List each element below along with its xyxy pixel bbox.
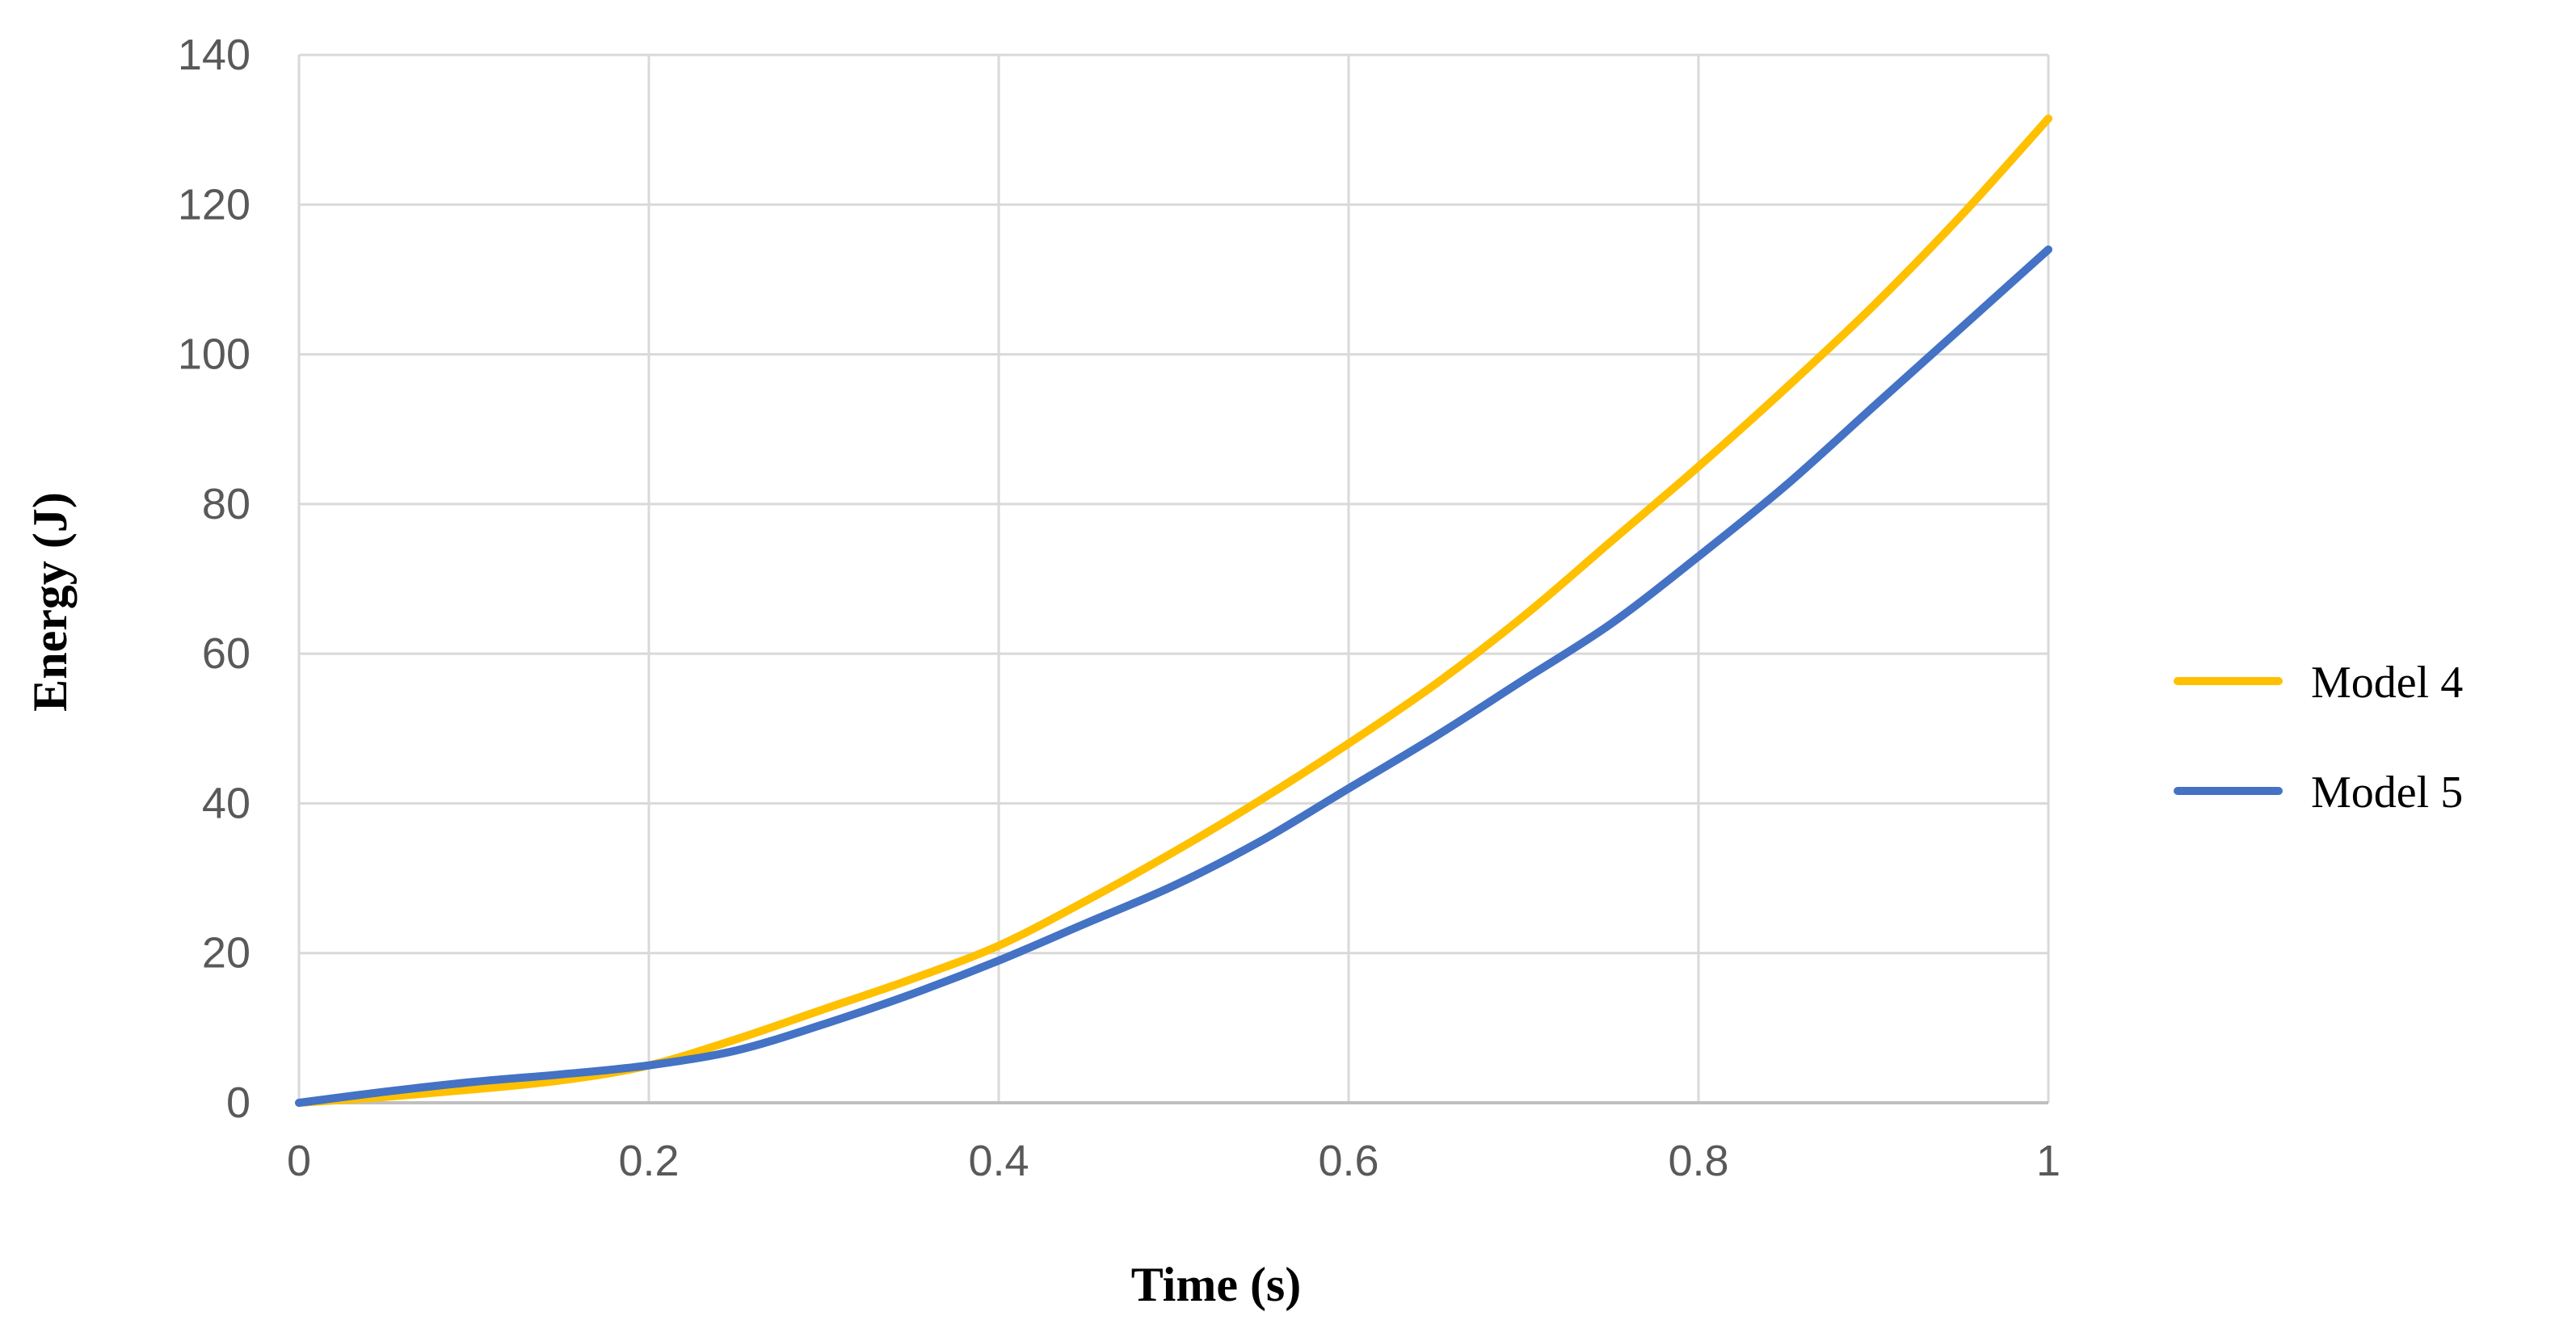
x-tick-label: 0.4 [968, 1137, 1029, 1185]
legend-label-model-4: Model 4 [2311, 658, 2463, 708]
series-line-model-5 [295, 245, 2052, 1107]
x-tick-label: 0.8 [1668, 1137, 1728, 1185]
series-lines [295, 114, 2052, 1107]
series-line-model-4 [295, 114, 2052, 1107]
y-tick-label: 100 [178, 330, 250, 379]
legend-label-model-5: Model 5 [2311, 768, 2463, 818]
y-tick-label: 140 [178, 31, 250, 79]
tick-labels: 0 20 40 60 80 100 120 140 0 0.2 0.4 0.6 0.8 1 [178, 31, 2060, 1185]
x-tick-label: 0.2 [618, 1137, 679, 1185]
x-axis-title: Time (s) [1131, 1258, 1302, 1311]
y-tick-label: 20 [202, 929, 250, 978]
y-tick-label: 120 [178, 180, 250, 229]
x-tick-label: 0 [287, 1137, 311, 1185]
y-tick-label: 80 [202, 480, 250, 528]
x-tick-label: 0.6 [1318, 1137, 1378, 1185]
grid [297, 53, 2050, 1103]
y-tick-label: 60 [202, 629, 250, 678]
x-tick-label: 1 [2036, 1137, 2060, 1185]
y-tick-label: 40 [202, 779, 250, 827]
y-axis-title: Energy (J) [23, 492, 77, 712]
legend: Model 4 Model 5 [2174, 658, 2463, 818]
y-tick-label: 0 [226, 1079, 250, 1127]
